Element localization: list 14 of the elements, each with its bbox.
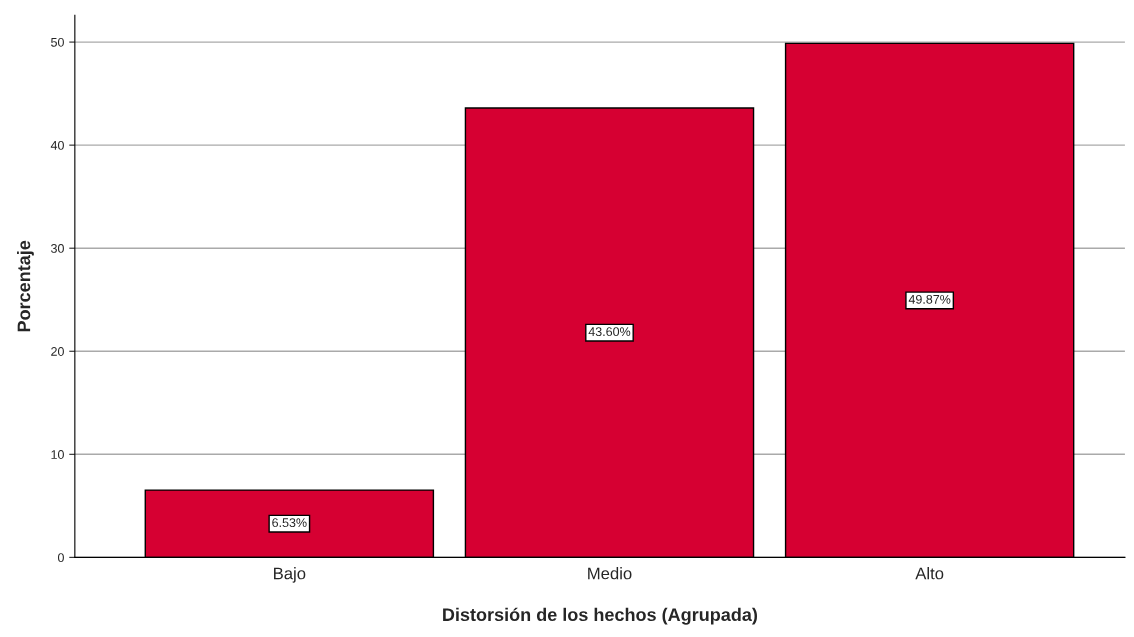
y-tick-label: 10 — [51, 450, 64, 459]
x-tick-label: Bajo — [274, 567, 306, 583]
data-label: 49.87% — [908, 294, 951, 304]
y-tick-label: 40 — [50, 140, 64, 150]
y-tick-label: 20 — [51, 347, 64, 356]
data-label: 6.53% — [272, 518, 307, 528]
x-axis-title: Distorsión de los hechos (Agrupada) — [443, 607, 757, 625]
data-label: 43.60% — [588, 327, 631, 337]
y-tick-label: 0 — [57, 553, 64, 563]
y-axis-title: Porcentaje — [17, 240, 34, 332]
y-tick-label: 50 — [51, 37, 64, 47]
x-tick-label: Medio — [588, 567, 632, 580]
x-tick-label: Alto — [915, 567, 944, 580]
y-tick-label: 30 — [51, 244, 64, 253]
